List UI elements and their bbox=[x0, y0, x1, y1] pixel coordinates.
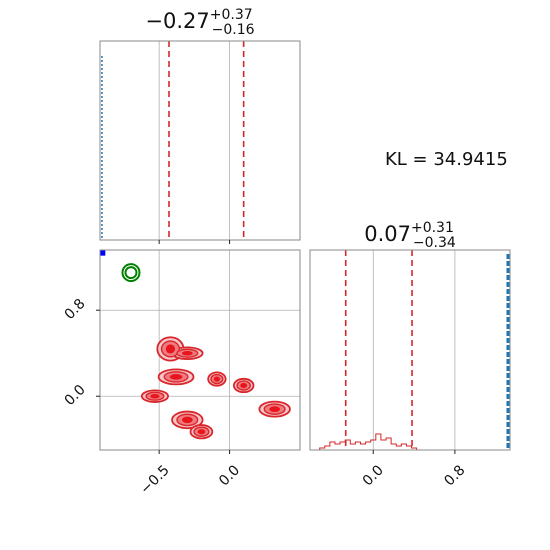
x-tick-label: 0.8 bbox=[441, 462, 468, 489]
y-tick-label: 0.8 bbox=[62, 296, 89, 323]
reference-point bbox=[100, 249, 106, 256]
sample-cluster-core bbox=[269, 406, 281, 413]
truth-contour-outer bbox=[121, 263, 141, 283]
truth-contour-inner bbox=[124, 266, 138, 280]
x-tick-label: 0.0 bbox=[360, 462, 387, 489]
marginal-panel-param2: 0.0 0.8 bbox=[309, 249, 511, 489]
title-plus: +0.37 bbox=[210, 7, 253, 23]
panel-frame bbox=[99, 249, 301, 451]
title-minus: −0.34 bbox=[413, 235, 456, 251]
sample-cluster-core bbox=[197, 429, 206, 435]
sample-cluster-core bbox=[181, 350, 193, 356]
x-tick-label: −0.5 bbox=[137, 462, 172, 497]
sample-cluster-core bbox=[240, 382, 248, 389]
panel-frame bbox=[99, 40, 301, 241]
param2-title: 0.07+0.31 −0.34 bbox=[364, 220, 456, 251]
sample-cluster-core bbox=[169, 373, 183, 380]
title-value: −0.27 bbox=[145, 9, 209, 33]
kl-annotation: KL = 34.9415 bbox=[385, 149, 508, 170]
title-value: 0.07 bbox=[364, 222, 411, 246]
sample-cluster-core bbox=[181, 416, 193, 424]
title-minus: −0.16 bbox=[212, 22, 255, 38]
y-tick-label: 0.0 bbox=[62, 382, 89, 409]
marginal-panel-param1 bbox=[99, 40, 301, 244]
x-tick-label: 0.0 bbox=[216, 462, 243, 489]
sample-cluster-core bbox=[165, 344, 176, 354]
joint-panel: −0.5 0.0 0.0 0.8 bbox=[62, 249, 301, 498]
param1-title: −0.27+0.37 −0.16 bbox=[145, 7, 254, 38]
sample-cluster-core bbox=[150, 393, 160, 399]
sample-histogram bbox=[314, 433, 427, 451]
title-plus: +0.31 bbox=[411, 220, 454, 236]
sample-cluster-core bbox=[213, 376, 221, 382]
panel-frame bbox=[309, 249, 511, 451]
